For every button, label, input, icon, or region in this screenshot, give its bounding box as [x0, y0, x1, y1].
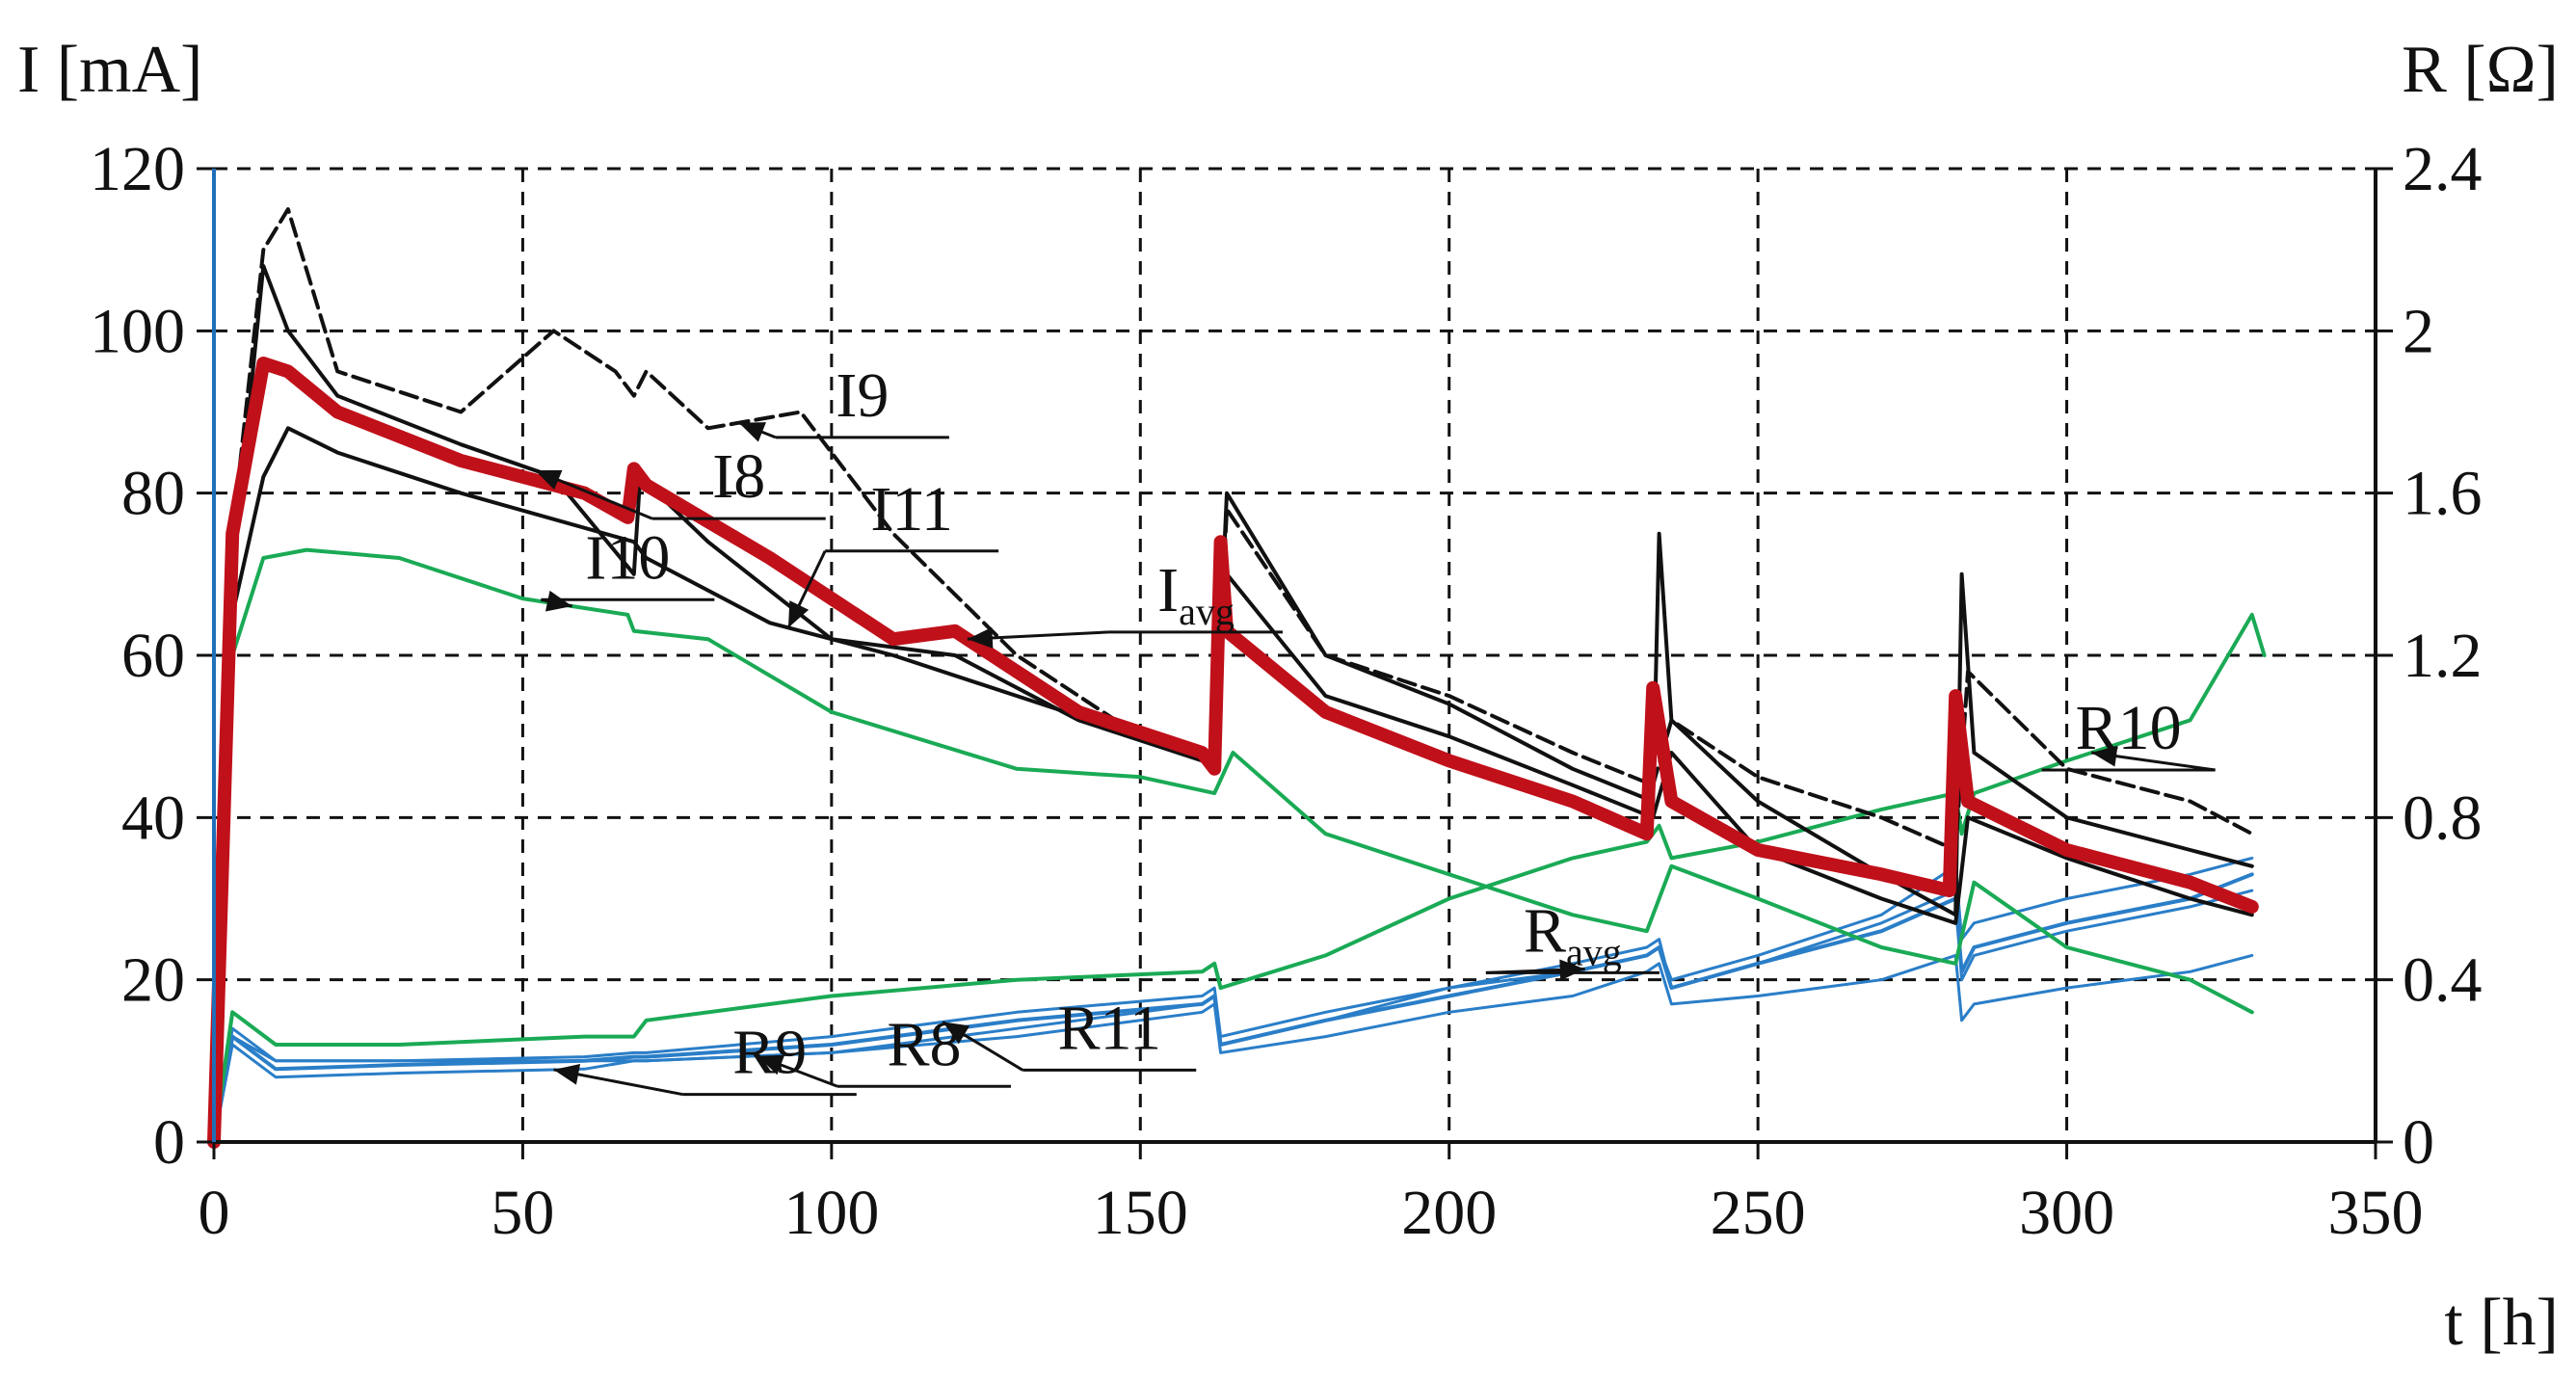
y-right-tick-label-1.6: 1.6	[2403, 459, 2483, 529]
x-tick-label-150: 150	[1093, 1178, 1188, 1248]
annotation-r9: R9	[732, 1018, 807, 1088]
annotation-ravg: Ravg	[1524, 895, 1622, 973]
series-line-i9	[212, 207, 2254, 1144]
annotation-i9: I9	[836, 360, 889, 431]
annotation-iavg: Iavg	[1157, 555, 1235, 633]
leader-arrow-i8	[535, 469, 563, 491]
leader-arrow-i10	[544, 590, 572, 612]
y-left-tick-label-80: 80	[121, 459, 185, 529]
y-left-tick-label-60: 60	[121, 621, 185, 691]
series-line-ravg	[212, 872, 2254, 1144]
y-left-tick-label-100: 100	[90, 296, 185, 366]
annotation-labels: I8 I9 I11 Iavg I10 R10 R9 R8 R11 Ravg	[585, 360, 2181, 1088]
leader-arrow-r9	[553, 1064, 581, 1085]
y-right-tick-label-0: 0	[2403, 1107, 2434, 1178]
series-line-r9	[212, 856, 2254, 1144]
annotation-i8: I8	[712, 441, 765, 512]
y-axis-right-label: R [Ω]	[2402, 33, 2559, 107]
leader-arrow-r8	[757, 1054, 785, 1076]
leader-arrow-i9	[738, 422, 766, 442]
x-tick-label-350: 350	[2328, 1178, 2424, 1248]
series-line-iavg	[207, 357, 2259, 1149]
x-tick-label-100: 100	[783, 1178, 879, 1248]
annotation-r8: R8	[887, 1009, 961, 1079]
x-tick-label-200: 200	[1401, 1178, 1497, 1248]
annotation-r10: R10	[2076, 693, 2182, 763]
annotation-i11: I11	[870, 474, 953, 544]
series-line-i8	[212, 264, 2254, 1144]
x-tick-label-250: 250	[1711, 1178, 1806, 1248]
y-left-tick-label-20: 20	[121, 945, 185, 1016]
series-layer	[207, 207, 2267, 1149]
y-axis-left-label: I [mA]	[17, 33, 202, 107]
y-right-tick-label-2.4: 2.4	[2403, 134, 2483, 204]
x-tick-label-50: 50	[491, 1178, 554, 1248]
axes	[197, 167, 2393, 1159]
annotation-leaders	[534, 421, 2216, 1097]
annotation-r11: R11	[1057, 993, 1161, 1063]
y-right-tick-label-2: 2	[2403, 296, 2434, 366]
x-tick-label-0: 0	[199, 1178, 230, 1248]
y-right-tick-label-1.2: 1.2	[2403, 621, 2483, 691]
x-axis-label: t [h]	[2444, 1286, 2559, 1360]
series-line-r11	[212, 889, 2254, 1144]
x-tick-label-300: 300	[2019, 1178, 2114, 1248]
leader-arrow-r10	[2091, 745, 2118, 767]
y-left-tick-label-120: 120	[90, 134, 185, 204]
leader-arrow-ravg	[1559, 959, 1585, 981]
annotation-i10: I10	[585, 522, 670, 593]
tick-labels: 0 50 100 150 200 250 300 35002040608010012000.4…	[90, 134, 2483, 1248]
leader-arrow-r11	[943, 1022, 970, 1045]
leader-arrow-i11	[787, 600, 810, 628]
y-right-tick-label-0.8: 0.8	[2403, 783, 2483, 853]
leader-arrow-iavg	[967, 626, 994, 649]
y-left-tick-label-0: 0	[153, 1107, 185, 1178]
series-line-i10	[212, 547, 2254, 1144]
y-right-tick-label-0.4: 0.4	[2403, 945, 2483, 1016]
y-left-tick-label-40: 40	[121, 783, 185, 853]
